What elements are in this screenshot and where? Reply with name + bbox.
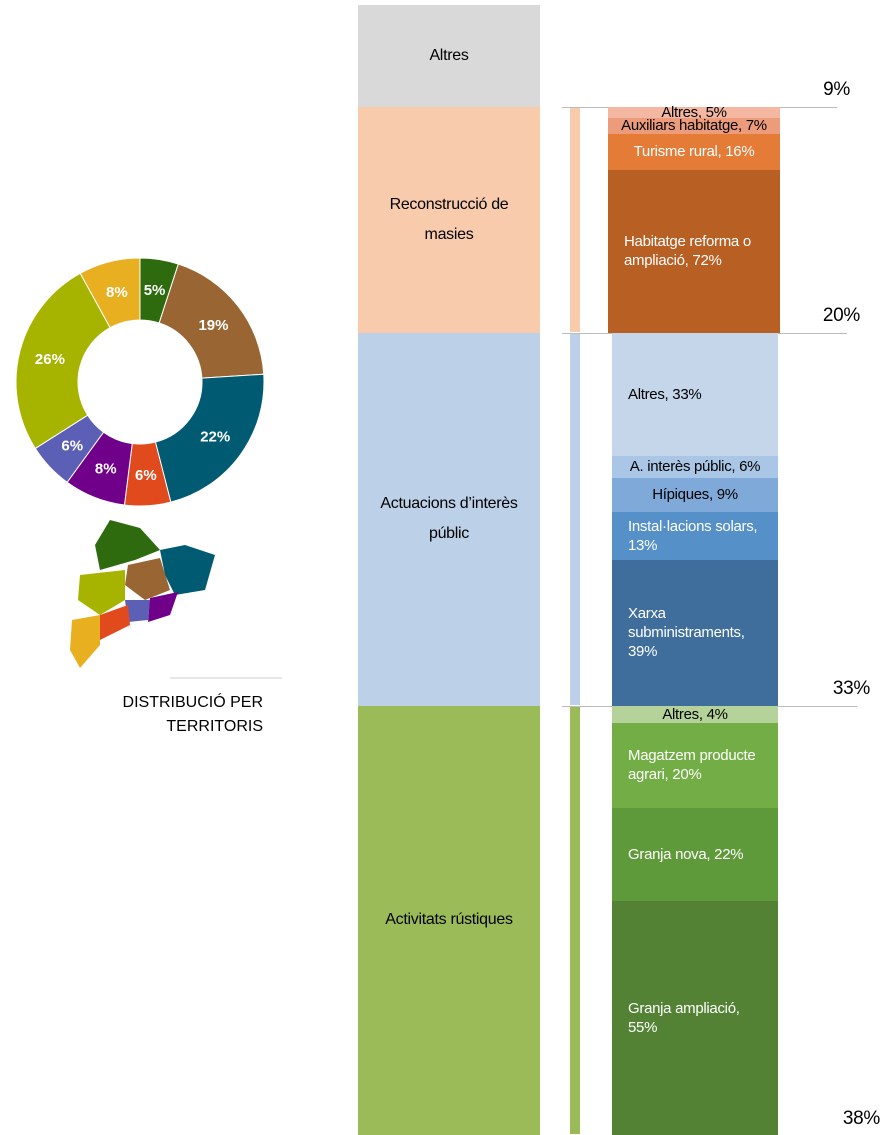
bar-segment: [608, 118, 780, 134]
label: Habitatge reforma o ampliació, 72%: [624, 233, 751, 270]
slice-label: 22%: [200, 429, 230, 446]
label: Instal·lacions solars, 13%: [628, 517, 758, 554]
bar-segment: [570, 333, 580, 705]
label: Turisme rural, 16%: [633, 143, 755, 161]
slice-label: 26%: [35, 351, 65, 368]
label: Magatzem producte agrari, 20%: [628, 747, 756, 784]
value-label: 9%: [823, 79, 850, 101]
bar-segment: [612, 807, 778, 902]
bar-segment: [612, 511, 778, 561]
bar-segment: [612, 560, 778, 706]
slice-label: 6%: [61, 438, 83, 455]
bar-segment: [612, 332, 778, 456]
label: A. interès públic, 6%: [629, 458, 761, 476]
label: Altres, 4%: [662, 705, 728, 723]
category-label: Actuacions d’interès públic: [380, 495, 518, 543]
bar-segment: [612, 478, 778, 512]
map: [70, 520, 215, 668]
value-label: 33%: [832, 678, 870, 700]
category-label: Altres: [429, 46, 469, 64]
bar-segment: [612, 901, 778, 1135]
title-line: DISTRIBUCIÓ PER: [123, 692, 263, 711]
bar-segment: [358, 705, 540, 1135]
label: Altres, 5%: [661, 103, 727, 121]
slice-label: 8%: [106, 284, 128, 301]
label: Granja nova, 22%: [628, 845, 744, 863]
bar-segment: [570, 107, 580, 332]
donut-slice: [154, 373, 265, 503]
slice-label: 19%: [198, 317, 228, 334]
category-label: Activitats rústiques: [385, 911, 513, 929]
label: Hípiques, 9%: [652, 486, 738, 504]
label: Xarxa subministraments, 39%: [628, 605, 745, 661]
bar-segment: [358, 332, 540, 706]
bar-segment: [358, 106, 540, 333]
bar-segment: [608, 133, 780, 170]
bar-segment: [608, 169, 780, 333]
value-label: 20%: [822, 305, 860, 327]
title: DISTRIBUCIÓ PER TERRITORIS: [123, 692, 263, 735]
bar-segment: [570, 706, 580, 1134]
slice-label: 5%: [144, 282, 166, 299]
bar-segment: [612, 722, 778, 808]
title-line: TERRITORIS: [166, 718, 263, 735]
label: Altres, 33%: [628, 385, 702, 403]
donut-slice: [15, 272, 111, 450]
label: Granja ampliació, 55%: [628, 1000, 740, 1037]
bar-segment: [612, 455, 778, 479]
label: Auxiliars habitatge, 7%: [621, 117, 767, 135]
bar-segment: [608, 106, 780, 118]
donut-chart: DISTRIBUCIÓ PER TERRITORIS 5% 19% 22% 6% 8% 6%…: [15, 257, 282, 735]
bar-segment: [358, 5, 540, 107]
category-label: Reconstrucció de masies: [389, 195, 509, 243]
value-label: 38%: [842, 1107, 880, 1129]
slice-label: 8%: [95, 460, 117, 477]
slice-label: 6%: [135, 467, 157, 484]
donut-slice: [79, 257, 141, 329]
bar-segment: [612, 705, 778, 723]
